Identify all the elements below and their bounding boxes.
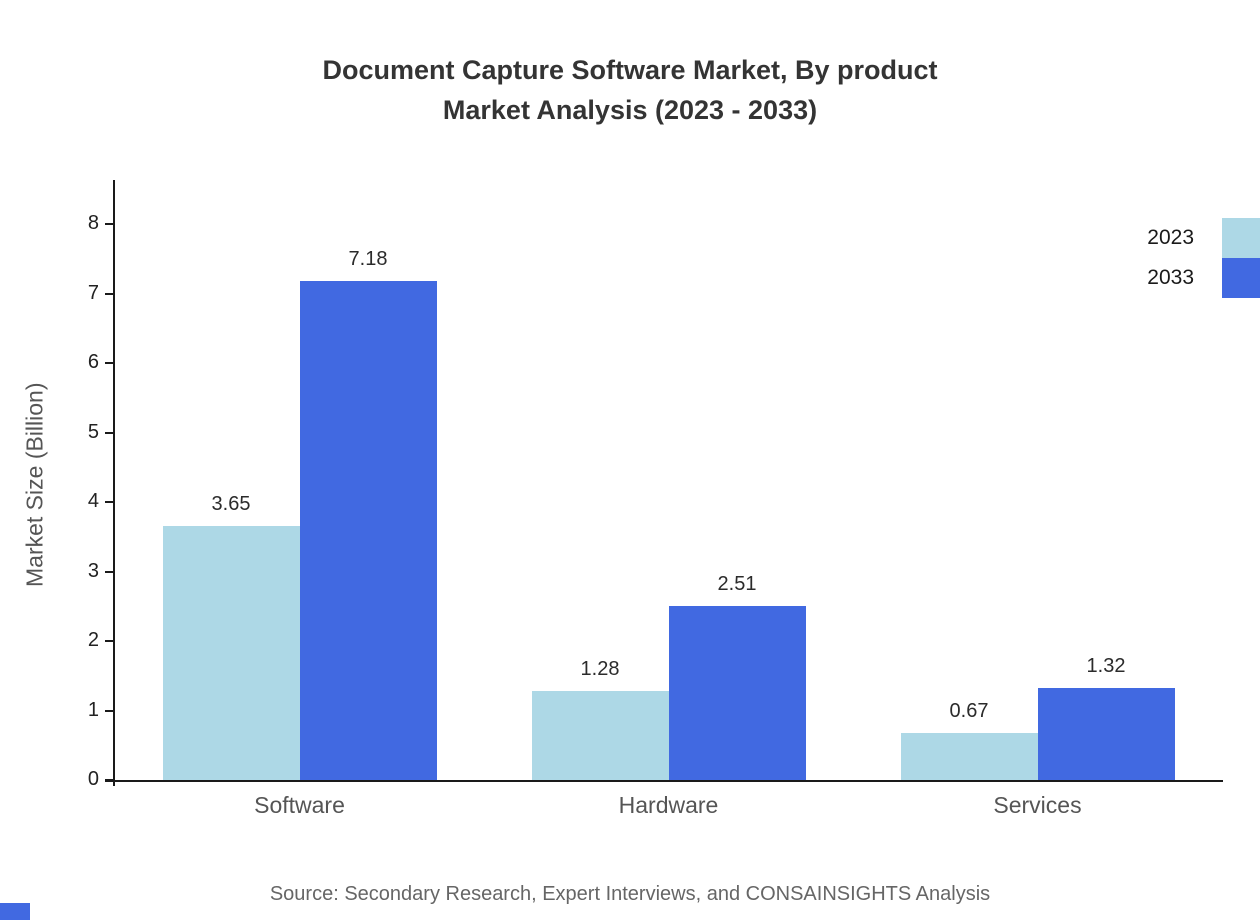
y-tick-mark — [105, 362, 113, 364]
y-tick-mark — [105, 779, 113, 781]
y-tick-label: 2 — [87, 629, 99, 651]
x-category-label-hardware: Hardware — [618, 792, 719, 818]
chart-title-line2: Market Analysis (2023 - 2033) — [442, 95, 818, 125]
x-category-label-services: Services — [993, 792, 1082, 818]
y-tick-label: 3 — [87, 559, 99, 582]
y-tick-mark — [105, 709, 113, 712]
x-axis-line — [105, 780, 1223, 782]
y-tick-label: 6 — [87, 351, 99, 373]
bar-2023-software — [162, 526, 300, 780]
value-label-2023-hardware: 1.28 — [580, 658, 620, 681]
y-tick-label: 4 — [87, 490, 99, 512]
logo-mark — [0, 903, 30, 920]
y-tick-label: 1 — [87, 698, 99, 721]
value-label-2023-software: 3.65 — [211, 493, 251, 516]
y-tick-mark — [105, 570, 113, 573]
value-label-2033-software: 7.18 — [348, 248, 388, 270]
legend-item-2023: 2023 — [1147, 218, 1260, 258]
y-tick-label: 5 — [87, 420, 99, 443]
y-axis-line — [113, 180, 115, 786]
source-text: Source: Secondary Research, Expert Inter… — [269, 883, 991, 905]
chart-title: Document Capture Software Market, By pro… — [0, 50, 1260, 130]
y-axis-title: Market Size (Billion) — [21, 382, 48, 588]
legend-item-2033: 2033 — [1147, 258, 1260, 298]
y-tick-label: 7 — [87, 281, 99, 304]
y-tick-mark — [105, 640, 113, 642]
y-tick-mark — [105, 501, 113, 503]
bar-2023-services — [900, 733, 1038, 780]
y-tick-mark — [105, 292, 113, 295]
bar-2033-software — [299, 281, 437, 780]
y-tick-label: 8 — [87, 212, 99, 234]
value-label-2033-services: 1.32 — [1086, 655, 1126, 678]
bar-2023-hardware — [531, 691, 669, 780]
bar-2033-services — [1037, 688, 1175, 780]
chart-title-line1: Document Capture Software Market, By pro… — [322, 55, 938, 85]
legend-label-2023: 2023 — [1147, 226, 1194, 249]
x-category-label-software: Software — [254, 792, 345, 818]
y-tick-mark — [105, 431, 113, 434]
y-tick-label: 0 — [87, 768, 99, 790]
legend-swatch-2023 — [1222, 218, 1260, 258]
value-label-2033-hardware: 2.51 — [717, 572, 757, 595]
plot-area: 0 1 2 3 4 5 6 7 8 3.65 7.18 1.28 2.51 0.67 1.32 Softw… — [88, 180, 1223, 818]
legend: 2023 2033 — [1147, 218, 1260, 298]
legend-swatch-2033 — [1222, 258, 1260, 298]
y-tick-mark — [105, 223, 113, 225]
bar-2033-hardware — [668, 605, 806, 780]
legend-label-2033: 2033 — [1147, 266, 1194, 289]
value-label-2023-services: 0.67 — [949, 700, 989, 723]
